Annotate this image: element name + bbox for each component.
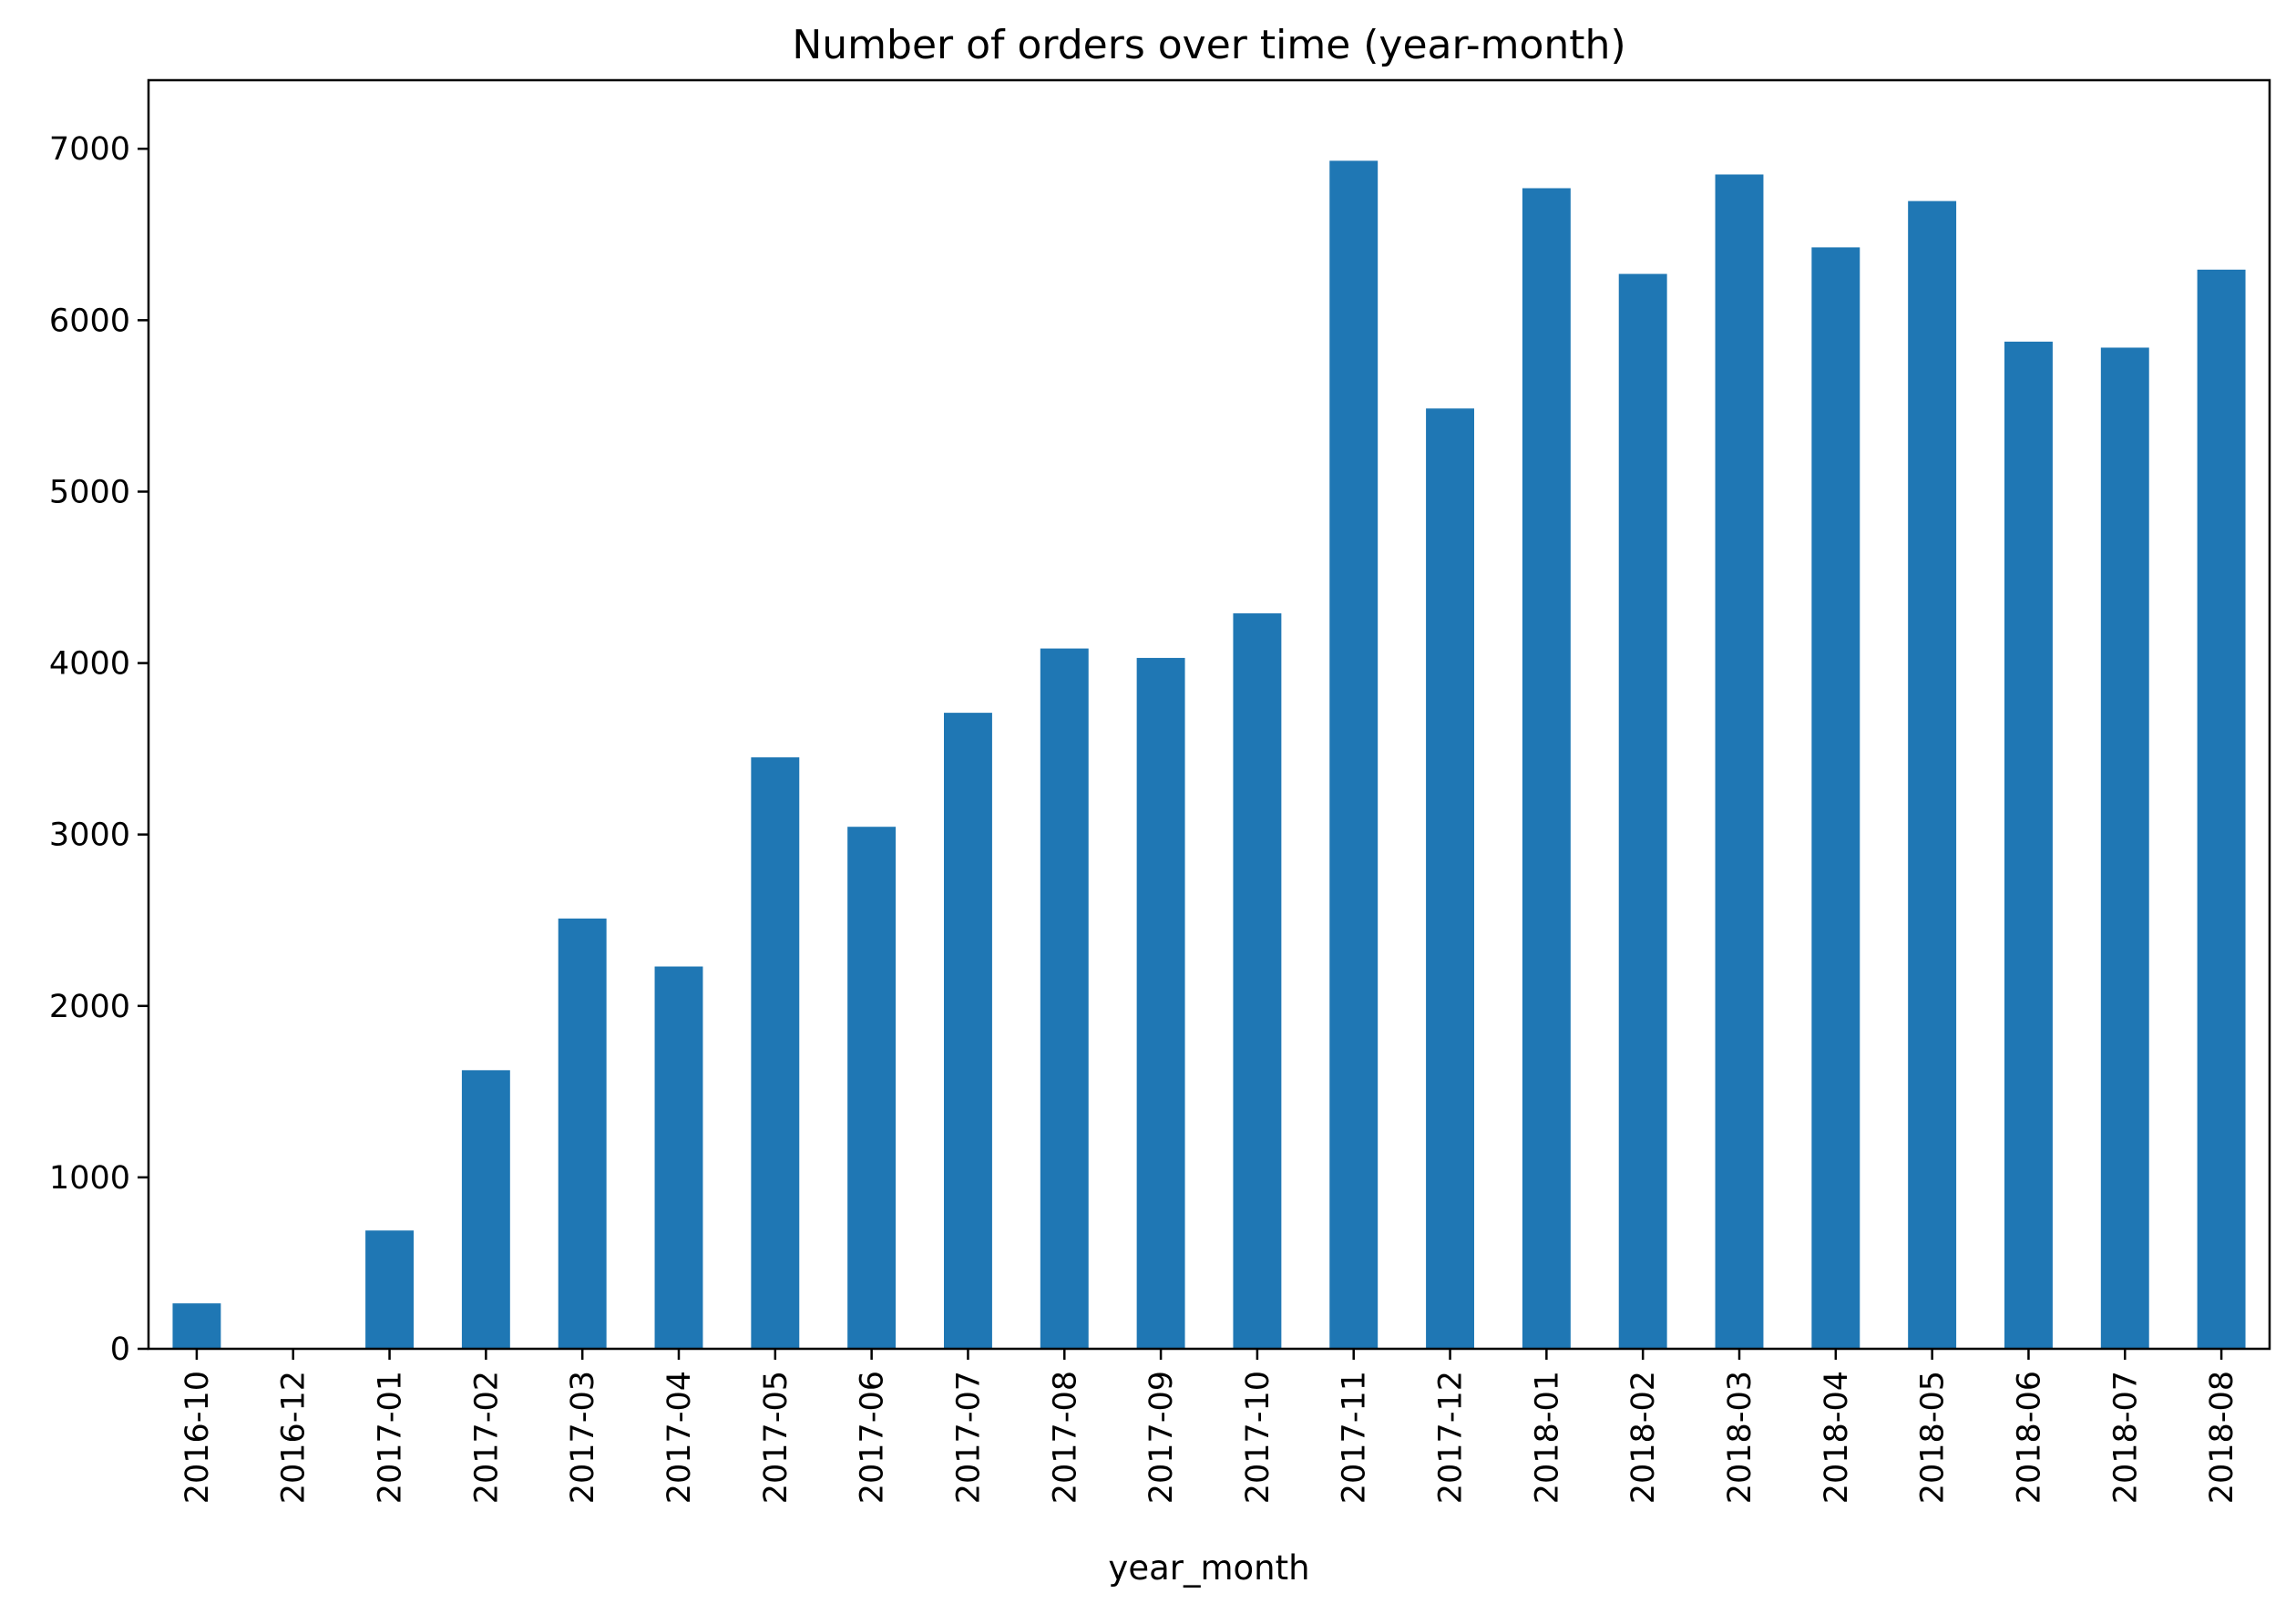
- bar-2017-12: [1426, 408, 1474, 1349]
- y-tick-label: 4000: [49, 646, 130, 683]
- bar-2017-07: [944, 713, 992, 1349]
- x-tick-label: 2017-02: [468, 1371, 505, 1504]
- plot-frame: [147, 78, 2271, 1351]
- bar-2017-05: [751, 757, 800, 1349]
- bar-2016-10: [172, 1303, 221, 1349]
- bar-2018-08: [2197, 269, 2246, 1349]
- bar-2017-09: [1136, 657, 1185, 1349]
- x-axis-label: year_month: [1108, 1548, 1309, 1588]
- x-axis: 2016-10 2016-12 2017-01 2017-02 2017-03 2017-…: [179, 1349, 2240, 1504]
- x-tick-label: 2017-08: [1047, 1371, 1083, 1504]
- x-tick-label: 2017-12: [1433, 1371, 1470, 1504]
- x-tick-label: 2017-05: [758, 1371, 794, 1504]
- y-tick-label: 3000: [49, 817, 130, 854]
- bar-2018-02: [1618, 273, 1667, 1350]
- bars-group: [172, 160, 2246, 1350]
- x-tick-label: 2018-01: [1529, 1371, 1565, 1504]
- x-tick-label: 2017-04: [661, 1371, 698, 1504]
- y-tick-label: 7000: [49, 131, 130, 168]
- bar-2018-01: [1522, 188, 1571, 1350]
- x-tick-label: 2016-12: [276, 1371, 313, 1504]
- y-tick-label: 1000: [49, 1160, 130, 1197]
- bar-2018-07: [2100, 347, 2149, 1350]
- x-tick-label: 2017-03: [565, 1371, 601, 1504]
- x-tick-label: 2018-08: [2204, 1371, 2240, 1504]
- x-tick-label: 2017-11: [1337, 1371, 1373, 1504]
- bar-2017-03: [558, 918, 607, 1349]
- y-tick-label: 5000: [49, 474, 130, 510]
- x-tick-label: 2017-10: [1240, 1371, 1276, 1504]
- x-tick-label: 2018-04: [1819, 1371, 1855, 1504]
- x-tick-label: 2016-10: [179, 1371, 216, 1504]
- bar-2018-03: [1715, 174, 1764, 1349]
- bar-2017-11: [1329, 160, 1379, 1350]
- bar-2018-04: [1811, 247, 1860, 1349]
- x-tick-label: 2018-07: [2107, 1371, 2144, 1504]
- bar-2017-06: [847, 827, 897, 1349]
- chart-title: Number of orders over time (year-month): [792, 22, 1625, 68]
- bar-2017-01: [365, 1230, 414, 1349]
- bar-2017-02: [461, 1070, 510, 1349]
- x-tick-label: 2018-03: [1722, 1371, 1758, 1504]
- bar-2017-08: [1040, 648, 1089, 1349]
- y-tick-label: 6000: [49, 303, 130, 339]
- x-tick-label: 2017-07: [950, 1371, 987, 1504]
- x-tick-label: 2018-02: [1625, 1371, 1662, 1504]
- bar-2018-06: [2004, 341, 2053, 1349]
- bar-2017-04: [654, 966, 703, 1349]
- x-tick-label: 2018-06: [2011, 1371, 2047, 1504]
- x-tick-label: 2017-09: [1143, 1371, 1180, 1504]
- bar-2017-10: [1233, 613, 1282, 1349]
- y-axis: 0 1000 2000 3000 4000 5000 6000 7000: [49, 131, 149, 1368]
- y-tick-label: 2000: [49, 989, 130, 1025]
- x-tick-label: 2017-06: [855, 1371, 891, 1504]
- bar-2018-05: [1908, 200, 1957, 1349]
- x-tick-label: 2018-05: [1915, 1371, 1952, 1504]
- y-tick-label: 0: [110, 1331, 130, 1368]
- x-tick-label: 2017-01: [373, 1371, 409, 1504]
